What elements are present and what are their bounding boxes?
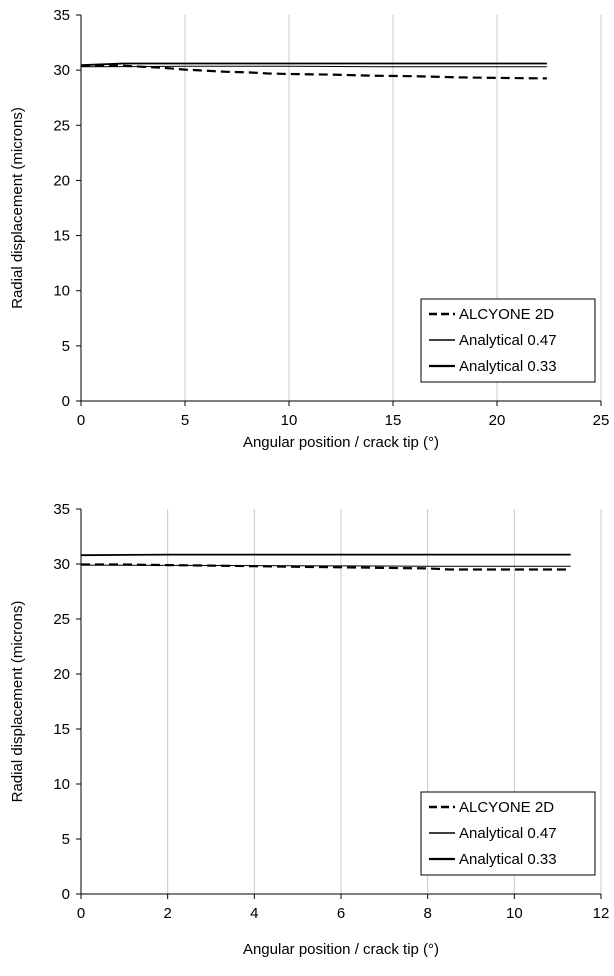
chart-1-xtick-label-3: 6 xyxy=(337,905,345,922)
chart-1-xtick-label-0: 0 xyxy=(77,905,85,922)
chart-1-ytick-label-3: 15 xyxy=(53,721,70,738)
chart-top: 0 5 10 15 20 25 30 35 0 5 10 15 20 25 Angular position… xyxy=(9,7,609,451)
chart-1-ytick-label-2: 10 xyxy=(53,776,70,793)
chart-0-ytick-label-0: 0 xyxy=(62,393,70,410)
chart-0-legend-label-2: Analytical 0.33 xyxy=(459,358,557,375)
chart-0-xtick-label-2: 10 xyxy=(281,412,298,429)
chart-0-ytick-label-2: 10 xyxy=(53,283,70,300)
chart-1-legend-label-0: ALCYONE 2D xyxy=(459,799,554,816)
chart-0-legend-label-0: ALCYONE 2D xyxy=(459,306,554,323)
chart-0-legend-label-1: Analytical 0.47 xyxy=(459,332,557,349)
chart-0-xtick-label-3: 15 xyxy=(385,412,402,429)
chart-1-xtick-label-2: 4 xyxy=(250,905,258,922)
chart-1-x-axis-label: Angular position / crack tip (°) xyxy=(243,941,439,958)
chart-0-xtick-label-1: 5 xyxy=(181,412,189,429)
chart-0-xtick-label-4: 20 xyxy=(489,412,506,429)
chart-1-xtick-label-5: 10 xyxy=(506,905,523,922)
chart-1-legend-label-2: Analytical 0.33 xyxy=(459,851,557,868)
chart-1-ytick-label-6: 30 xyxy=(53,556,70,573)
chart-1-xtick-label-4: 8 xyxy=(423,905,431,922)
chart-0-xtick-label-0: 0 xyxy=(77,412,85,429)
chart-0-ytick-label-5: 25 xyxy=(53,117,70,134)
chart-0-x-axis-label: Angular position / crack tip (°) xyxy=(243,434,439,451)
chart-1-ytick-label-7: 35 xyxy=(53,501,70,518)
chart-0-ytick-label-1: 5 xyxy=(62,338,70,355)
chart-0-series-1-line xyxy=(80,65,547,68)
chart-0-y-axis-label: Radial displacement (microns) xyxy=(9,107,26,309)
chart-bottom: 0 5 10 15 20 25 30 35 0 2 4 6 8 10 12 Angular position … xyxy=(9,501,609,958)
chart-1-ytick-label-0: 0 xyxy=(62,886,70,903)
chart-0-ytick-label-6: 30 xyxy=(53,62,70,79)
chart-1-ytick-label-5: 25 xyxy=(53,611,70,628)
chart-1-ytick-label-1: 5 xyxy=(62,831,70,848)
chart-0-xtick-label-5: 25 xyxy=(593,412,610,429)
chart-1-xtick-label-1: 2 xyxy=(163,905,171,922)
chart-1-series-1-line xyxy=(80,564,571,567)
chart-0-ytick-label-7: 35 xyxy=(53,7,70,24)
chart-0-ytick-label-3: 15 xyxy=(53,228,70,245)
chart-1-series-2-line xyxy=(80,553,571,557)
chart-0-series-2-line xyxy=(80,62,547,67)
chart-1-legend-label-1: Analytical 0.47 xyxy=(459,825,557,842)
chart-1-y-axis-label: Radial displacement (microns) xyxy=(9,601,26,803)
chart-1-ytick-label-4: 20 xyxy=(53,666,70,683)
chart-0-ytick-label-4: 20 xyxy=(53,172,70,189)
chart-1-xtick-label-6: 12 xyxy=(593,905,610,922)
